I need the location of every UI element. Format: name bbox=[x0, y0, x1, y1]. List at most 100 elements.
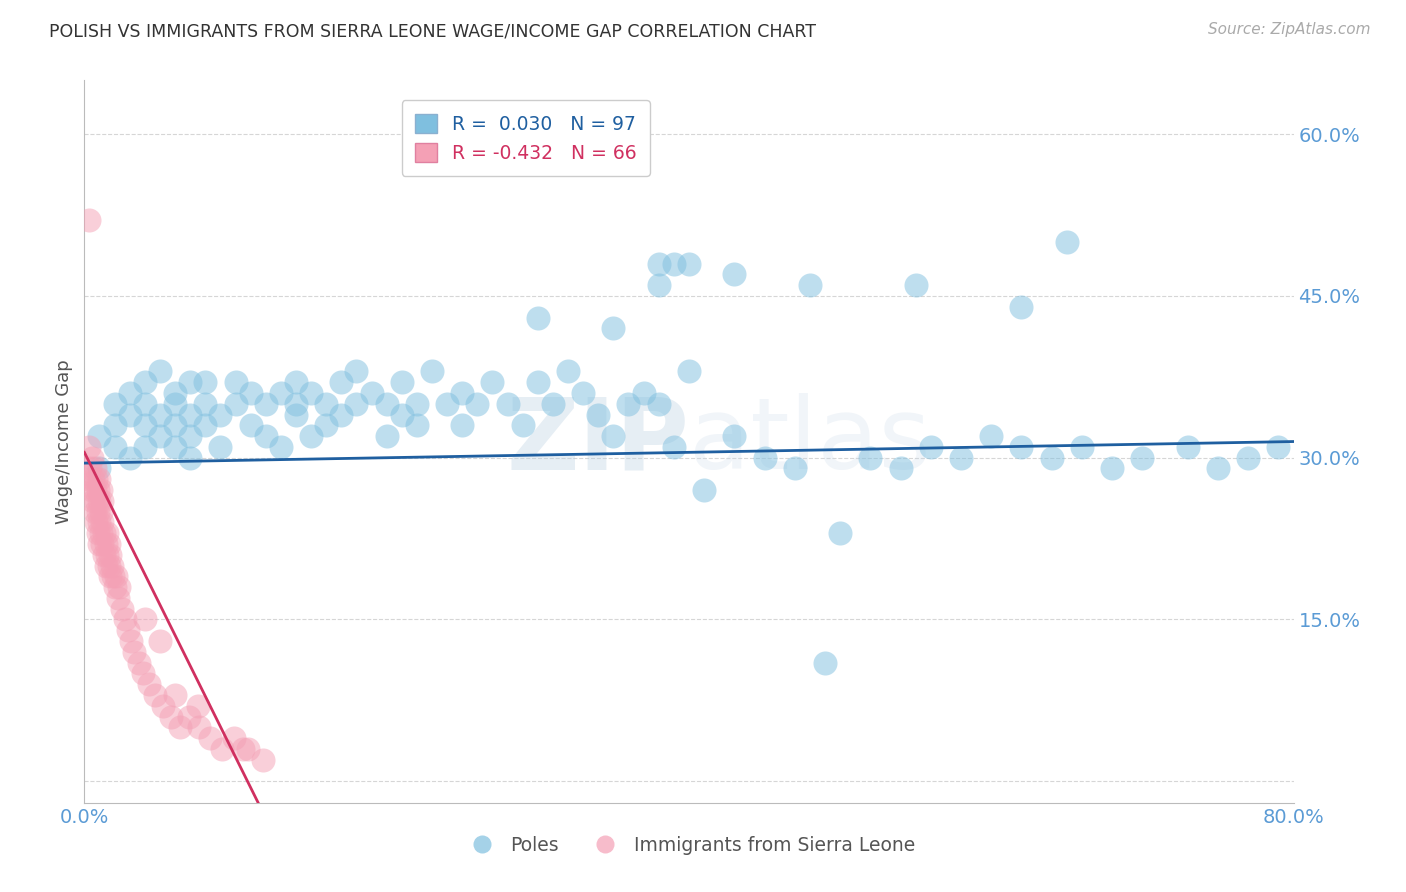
Point bbox=[236, 742, 259, 756]
Point bbox=[179, 450, 201, 465]
Point bbox=[467, 397, 489, 411]
Point bbox=[194, 418, 217, 433]
Point bbox=[602, 429, 624, 443]
Point bbox=[783, 461, 806, 475]
Point bbox=[406, 418, 429, 433]
Point bbox=[557, 364, 579, 378]
Point bbox=[239, 418, 262, 433]
Point bbox=[118, 408, 141, 422]
Point bbox=[299, 429, 322, 443]
Point bbox=[588, 408, 610, 422]
Point bbox=[117, 624, 139, 638]
Point bbox=[114, 612, 136, 626]
Point bbox=[1237, 450, 1260, 465]
Point bbox=[84, 461, 107, 475]
Point bbox=[108, 580, 131, 594]
Point bbox=[97, 558, 120, 573]
Point bbox=[285, 397, 308, 411]
Point bbox=[89, 516, 111, 530]
Point bbox=[86, 493, 108, 508]
Point bbox=[723, 268, 745, 282]
Point bbox=[104, 440, 127, 454]
Point bbox=[602, 321, 624, 335]
Point bbox=[1206, 461, 1229, 475]
Point bbox=[104, 418, 127, 433]
Point bbox=[980, 429, 1002, 443]
Point bbox=[188, 720, 211, 734]
Point bbox=[239, 386, 262, 401]
Point bbox=[950, 450, 973, 465]
Point bbox=[285, 376, 308, 390]
Point bbox=[496, 397, 519, 411]
Point bbox=[165, 440, 187, 454]
Point bbox=[406, 397, 429, 411]
Point bbox=[138, 677, 160, 691]
Point bbox=[87, 526, 110, 541]
Point bbox=[100, 558, 122, 573]
Point bbox=[107, 591, 129, 605]
Point bbox=[270, 386, 292, 401]
Point bbox=[84, 483, 107, 497]
Point bbox=[165, 688, 187, 702]
Point bbox=[1101, 461, 1123, 475]
Point bbox=[346, 364, 368, 378]
Point bbox=[330, 376, 353, 390]
Point bbox=[149, 408, 172, 422]
Point bbox=[1071, 440, 1094, 454]
Point bbox=[91, 493, 114, 508]
Point bbox=[120, 634, 142, 648]
Point bbox=[648, 397, 671, 411]
Point bbox=[678, 257, 700, 271]
Point bbox=[80, 483, 103, 497]
Point bbox=[315, 397, 337, 411]
Point bbox=[451, 386, 474, 401]
Point bbox=[391, 408, 413, 422]
Point bbox=[104, 580, 127, 594]
Point bbox=[360, 386, 382, 401]
Point bbox=[179, 376, 201, 390]
Point bbox=[420, 364, 443, 378]
Point bbox=[149, 429, 172, 443]
Point bbox=[194, 397, 217, 411]
Point bbox=[94, 558, 117, 573]
Point bbox=[134, 376, 156, 390]
Point bbox=[225, 376, 247, 390]
Point bbox=[375, 429, 398, 443]
Point bbox=[94, 537, 117, 551]
Point bbox=[1040, 450, 1063, 465]
Point bbox=[89, 537, 111, 551]
Point bbox=[723, 429, 745, 443]
Point bbox=[134, 612, 156, 626]
Point bbox=[1011, 300, 1033, 314]
Point bbox=[541, 397, 564, 411]
Point bbox=[87, 505, 110, 519]
Point bbox=[270, 440, 292, 454]
Point bbox=[285, 408, 308, 422]
Point bbox=[82, 472, 104, 486]
Point bbox=[648, 257, 671, 271]
Point bbox=[754, 450, 776, 465]
Legend: Poles, Immigrants from Sierra Leone: Poles, Immigrants from Sierra Leone bbox=[456, 828, 922, 862]
Point bbox=[134, 418, 156, 433]
Point bbox=[91, 516, 114, 530]
Point bbox=[90, 483, 112, 497]
Point bbox=[89, 461, 111, 475]
Point bbox=[187, 698, 209, 713]
Point bbox=[90, 526, 112, 541]
Point bbox=[97, 537, 120, 551]
Point bbox=[1056, 235, 1078, 249]
Point bbox=[209, 440, 232, 454]
Point bbox=[222, 731, 245, 745]
Point bbox=[122, 645, 145, 659]
Point bbox=[481, 376, 503, 390]
Point bbox=[346, 397, 368, 411]
Point bbox=[315, 418, 337, 433]
Point bbox=[179, 408, 201, 422]
Point bbox=[93, 526, 115, 541]
Point bbox=[693, 483, 716, 497]
Point bbox=[799, 278, 821, 293]
Point bbox=[165, 386, 187, 401]
Point bbox=[145, 688, 167, 702]
Point bbox=[96, 526, 118, 541]
Point bbox=[375, 397, 398, 411]
